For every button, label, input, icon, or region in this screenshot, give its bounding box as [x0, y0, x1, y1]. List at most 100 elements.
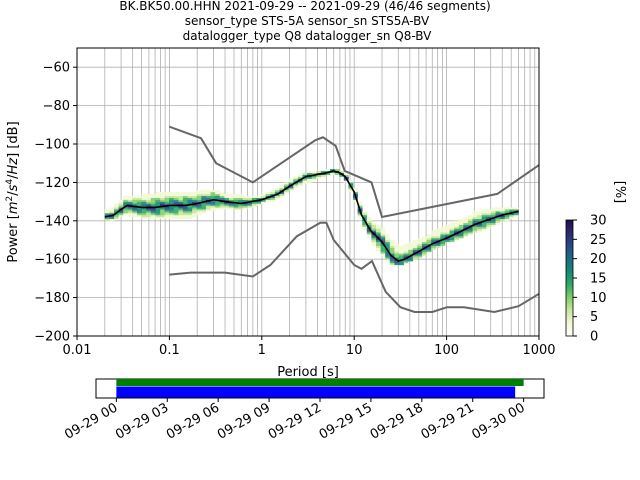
heatmap-cell [118, 211, 124, 214]
heatmap-cell [109, 207, 115, 210]
heatmap-cell [394, 243, 400, 246]
heatmap-cell [463, 216, 469, 220]
heatmap-cell [426, 240, 432, 243]
heatmap-cell [371, 236, 377, 239]
heatmap-cell [490, 211, 496, 214]
heatmap-cell [431, 245, 437, 248]
heatmap-cell [182, 203, 188, 206]
heatmap-cell [454, 236, 460, 239]
heatmap-cell [394, 263, 400, 266]
heatmap-cell [215, 190, 221, 193]
heatmap-cell [205, 205, 211, 208]
heatmap-cell [495, 218, 501, 221]
heatmap-cell [357, 215, 363, 218]
heatmap-cell [187, 211, 193, 214]
heatmap-cell [467, 228, 473, 231]
heatmap-cell [477, 216, 483, 220]
heatmap-cell [109, 209, 115, 212]
heatmap-cell [205, 193, 211, 197]
heatmap-cell [412, 255, 418, 258]
heatmap-cell [417, 245, 423, 248]
heatmap-cell [136, 215, 142, 218]
heatmap-cell [463, 234, 469, 237]
title-line-1: BK.BK50.00.HHN 2021-09-29 -- 2021-09-29 … [119, 0, 490, 13]
time-tick-label: 09-29 12 [266, 400, 324, 442]
heatmap-cell [467, 215, 473, 218]
heatmap-cell [155, 215, 161, 218]
plot-frame [76, 47, 540, 337]
heatmap-cell [389, 253, 395, 256]
time-tick-label: 09-29 18 [368, 400, 426, 442]
colorbar-tick-label: 20 [590, 252, 607, 267]
heatmap-cell [463, 218, 469, 221]
heatmap-cell [146, 201, 152, 204]
heatmap-cell [141, 205, 147, 208]
heatmap-cell [178, 216, 184, 220]
heatmap-cell [192, 201, 198, 204]
heatmap-cell [376, 249, 381, 252]
heatmap-cell [481, 218, 487, 221]
heatmap-cell [219, 201, 225, 204]
heatmap-cell [477, 211, 483, 214]
heatmap-cell [104, 213, 110, 216]
heatmap-cell [284, 184, 289, 187]
heatmap-cell [146, 199, 152, 202]
colorbar-tick-label: 15 [590, 272, 607, 287]
heatmap-cell [146, 207, 152, 210]
heatmap-cell [228, 197, 234, 200]
heatmap-cell [127, 199, 133, 202]
heatmap-cell [210, 209, 216, 212]
heatmap-cell [224, 195, 230, 198]
heatmap-cell [196, 207, 202, 210]
heatmap-cell [408, 251, 414, 254]
heatmap-cell [141, 197, 147, 200]
heatmap-cell [371, 222, 377, 225]
heatmap-cell [302, 174, 308, 177]
heatmap-cell [454, 238, 460, 241]
heatmap-cell [205, 192, 211, 195]
colorbar-tick-label: 10 [590, 291, 607, 306]
heatmap-cell [454, 224, 460, 227]
heatmap-cell [362, 215, 368, 218]
heatmap-cell [444, 228, 450, 231]
heatmap-cell [132, 209, 138, 212]
heatmap-cell [408, 247, 414, 250]
heatmap-cell [109, 211, 115, 214]
heatmap-cell [385, 240, 391, 243]
heatmap-cell [210, 201, 216, 204]
heatmap-cell [463, 224, 469, 227]
y-tick-label: −60 [43, 61, 70, 76]
heatmap-cell [155, 195, 161, 198]
heatmap-cell [155, 207, 161, 210]
heatmap-cell [297, 174, 303, 177]
heatmap-cell [155, 213, 161, 216]
heatmap-cell [490, 224, 496, 227]
heatmap-cell [196, 213, 202, 216]
heatmap-cell [421, 238, 427, 241]
heatmap-cell [394, 257, 400, 260]
heatmap-cell [444, 232, 450, 235]
heatmap-cell [389, 249, 395, 252]
heatmap-cell [238, 193, 244, 197]
heatmap-cell [463, 232, 469, 235]
heatmap-cell [159, 209, 165, 212]
colorbar-label: [%] [612, 181, 627, 204]
heatmap-cell [224, 201, 230, 204]
heatmap-cell [376, 240, 381, 243]
heatmap-cell [371, 238, 377, 241]
heatmap-cell [288, 186, 294, 189]
heatmap-cell [500, 209, 506, 212]
heatmap-cell [417, 255, 423, 258]
heatmap-cell [320, 170, 326, 173]
heatmap-cell [173, 193, 179, 197]
heatmap-cell [472, 215, 478, 218]
heatmap-cell [164, 203, 170, 206]
heatmap-cell [224, 207, 230, 210]
x-tick-label: 100 [434, 343, 459, 358]
heatmap-cell [394, 255, 400, 258]
heatmap-cell [192, 195, 198, 198]
heatmap-cell [449, 240, 455, 243]
heatmap-cell [118, 201, 124, 204]
heatmap-cell [412, 245, 418, 248]
heatmap-cell [274, 195, 280, 198]
